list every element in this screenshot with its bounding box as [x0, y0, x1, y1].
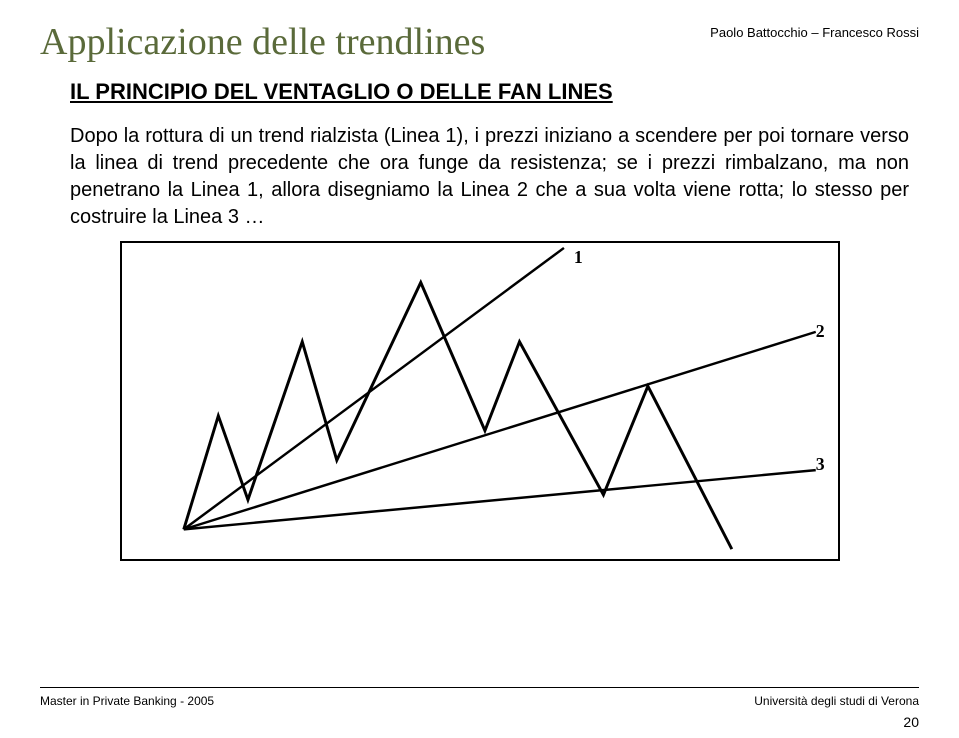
- fan-lines-chart: 1 2 3: [120, 241, 840, 561]
- fan-label-1: 1: [573, 247, 582, 267]
- footer-left: Master in Private Banking - 2005: [40, 694, 214, 708]
- authors-text: Paolo Battocchio – Francesco Rossi: [710, 25, 919, 40]
- labels-group: 1 2 3: [573, 247, 824, 474]
- footer: Master in Private Banking - 2005 Univers…: [40, 687, 919, 708]
- slide-page: Applicazione delle trendlines Paolo Batt…: [0, 0, 959, 738]
- fan-label-2: 2: [815, 321, 824, 341]
- subtitle: IL PRINCIPIO DEL VENTAGLIO O DELLE FAN L…: [70, 79, 919, 105]
- header-row: Applicazione delle trendlines Paolo Batt…: [40, 20, 919, 64]
- footer-right: Università degli studi di Verona: [754, 694, 919, 708]
- body-paragraph: Dopo la rottura di un trend rialzista (L…: [70, 123, 909, 231]
- page-number: 20: [903, 714, 919, 730]
- page-title: Applicazione delle trendlines: [40, 20, 485, 64]
- fan-label-3: 3: [815, 454, 824, 474]
- chart-svg: 1 2 3: [122, 243, 838, 559]
- price-zigzag: [183, 283, 731, 550]
- fan-line-1: [183, 248, 563, 529]
- price-path-group: [183, 283, 731, 550]
- footer-divider: [40, 687, 919, 688]
- footer-row: Master in Private Banking - 2005 Univers…: [40, 694, 919, 708]
